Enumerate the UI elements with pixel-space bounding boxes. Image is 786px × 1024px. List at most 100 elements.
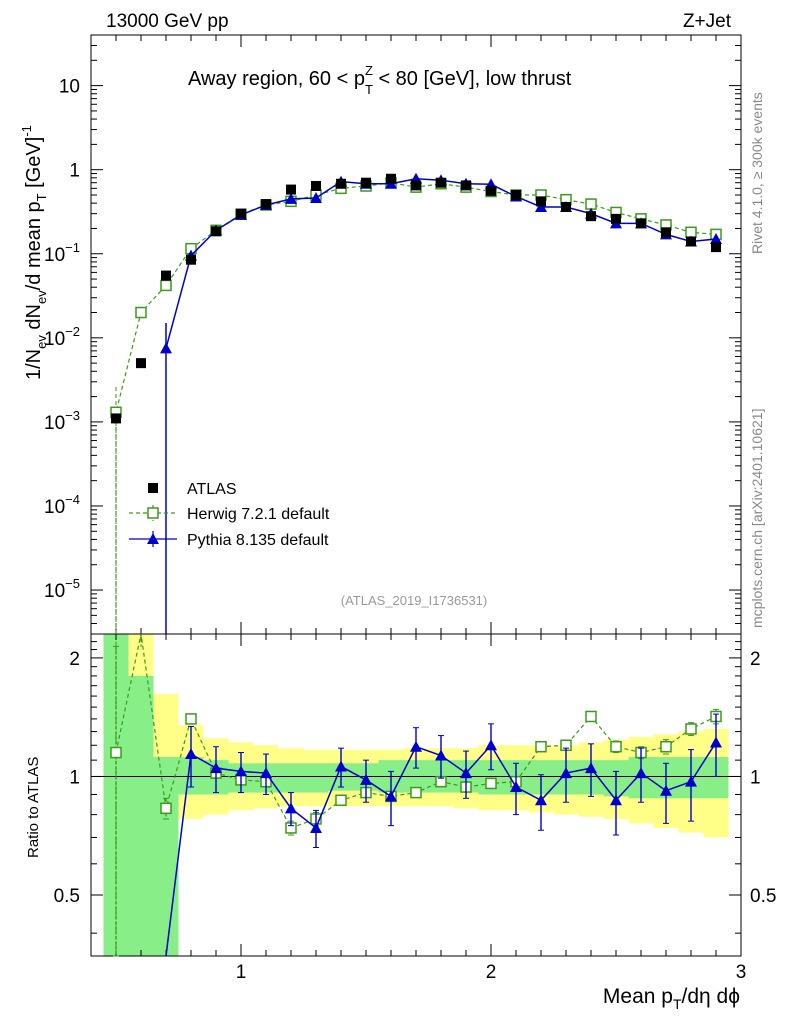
herwig-ratio-point: [185, 713, 197, 725]
pythia-ratio-point: [510, 781, 522, 793]
pythia-ratio-point: [285, 802, 297, 814]
pythia-point: [310, 192, 322, 204]
herwig-ratio-point: [110, 746, 122, 759]
ratio-y-axis-label: Ratio to ATLAS: [25, 757, 42, 858]
pythia-ratio-point: [460, 767, 472, 779]
legend: ATLAS Herwig 7.2.1 default Pythia 8.135 de…: [129, 481, 330, 549]
x-tick-label: 2: [486, 962, 497, 983]
y-tick-label: 10−5: [44, 576, 80, 602]
rivet-label: Rivet 4.1.0, ≥ 300k events: [749, 92, 765, 254]
plot-title: Away region, 60 < pZ T < 80 [GeV], low th…: [188, 63, 572, 97]
pythia-ratio-point: [410, 740, 422, 752]
analysis-tag: (ATLAS_2019_I1736531): [341, 593, 487, 608]
atlas-point: [436, 177, 446, 188]
herwig-ratio-point: [485, 777, 497, 790]
atlas-point: [286, 184, 296, 195]
ratio-tick-label: 2: [69, 649, 80, 670]
herwig-point: [135, 306, 147, 319]
pythia-ratio-point: [610, 794, 622, 806]
atlas-point: [186, 254, 196, 265]
atlas-point: [361, 177, 371, 188]
pythia-ratio-point: [635, 767, 647, 779]
herwig-ratio-point: [585, 710, 597, 723]
x-tick-label: 1: [236, 962, 247, 983]
atlas-point: [611, 213, 621, 224]
pythia-ratio-point: [235, 765, 247, 777]
header-left: 13000 GeV pp: [106, 11, 229, 32]
y-tick-label: 10−3: [44, 408, 80, 434]
pythia-ratio-point: [560, 767, 572, 779]
band-inner: [303, 763, 329, 793]
pythia-ratio-point: [185, 748, 197, 760]
atlas-point: [161, 270, 171, 281]
band-inner: [153, 757, 179, 956]
atlas-point: [311, 180, 321, 191]
herwig-ratio-point: [410, 786, 422, 799]
ratio-tick-label: 0.5: [54, 886, 80, 907]
pythia-point: [285, 192, 297, 204]
ratio-tick-label-right: 2: [750, 649, 761, 670]
atlas-point: [261, 199, 271, 210]
atlas-point: [211, 226, 221, 237]
herwig-ratio-point: [335, 794, 347, 807]
herwig-ratio-point: [610, 740, 622, 753]
pythia-ratio-point: [710, 736, 722, 748]
pythia-point: [710, 232, 722, 244]
legend-label: ATLAS: [187, 481, 237, 498]
mcplots-label: mcplots.cern.ch [arXiv:2401.10621]: [749, 409, 765, 628]
pythia-ratio-point: [260, 767, 272, 779]
atlas-point: [411, 180, 421, 191]
pythia-point: [160, 342, 172, 354]
herwig-point: [160, 279, 172, 292]
legend-label: Pythia 8.135 default: [187, 532, 329, 549]
pythia-ratio-point: [210, 762, 222, 774]
pythia-ratio-point: [385, 790, 397, 802]
x-axis-label: Mean pT/dη dϕ: [603, 985, 740, 1012]
herwig-point: [585, 198, 597, 210]
atlas-point: [711, 242, 721, 253]
main-panel-series: [110, 172, 722, 634]
x-tick-label: 3: [736, 962, 747, 983]
atlas-point: [336, 178, 346, 189]
legend-marker: [147, 507, 159, 519]
y-tick-label: 10: [59, 77, 80, 98]
pythia-ratio-point: [535, 794, 547, 806]
ratio-tick-label-right: 1: [750, 767, 761, 788]
atlas-point: [661, 227, 671, 238]
header-right: Z+Jet: [683, 11, 732, 32]
pythia-ratio-point: [685, 775, 697, 787]
axes: 1 2 3 10 1 10−1 10−2 10−3 10−4 10−5 0.5 0.5 1 1 2 2: [44, 34, 776, 983]
band-inner: [278, 763, 304, 793]
pythia-ratio-point: [485, 739, 497, 751]
y-tick-label: 10−2: [44, 324, 80, 350]
herwig-ratio-point: [685, 723, 697, 735]
pythia-ratio-point: [335, 760, 347, 772]
ratio-panel-series: [110, 633, 722, 957]
ratio-tick-label: 1: [69, 767, 80, 788]
pythia-ratio-point: [660, 784, 672, 796]
band-inner: [128, 675, 154, 956]
atlas-point: [586, 211, 596, 222]
atlas-point: [486, 185, 496, 196]
legend-label: Herwig 7.2.1 default: [187, 506, 330, 523]
pythia-ratio-point: [360, 773, 372, 785]
pythia-line: [165, 178, 717, 349]
atlas-point: [511, 189, 521, 200]
atlas-point: [536, 196, 546, 207]
y-tick-label: 10−4: [44, 492, 80, 518]
pythia-ratio-point: [435, 749, 447, 761]
atlas-point: [561, 201, 571, 212]
herwig-ratio-point: [535, 740, 547, 753]
atlas-point: [236, 208, 246, 219]
pythia-ratio-point: [310, 821, 322, 833]
herwig-line: [115, 182, 717, 634]
atlas-point: [136, 358, 146, 369]
herwig-ratio-point: [660, 740, 672, 753]
atlas-point: [461, 180, 471, 191]
y-axis-label: 1/Nev dNev/d mean pT [GeV]-1: [19, 125, 49, 380]
pythia-point: [535, 200, 547, 212]
atlas-point: [686, 236, 696, 247]
y-tick-label: 1: [69, 161, 80, 182]
legend-marker: [148, 483, 158, 493]
